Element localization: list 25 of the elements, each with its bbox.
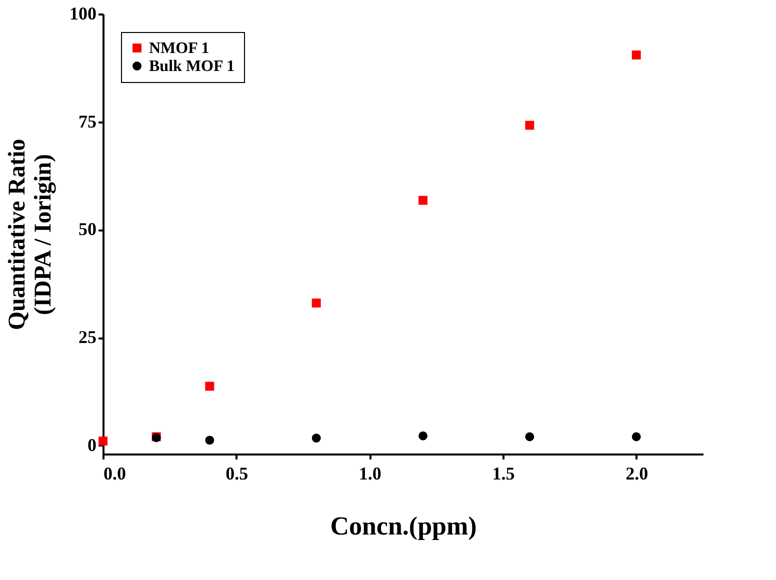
point	[632, 432, 641, 442]
point	[205, 436, 214, 445]
y-tick-label: 75	[78, 111, 96, 132]
point	[205, 382, 214, 391]
x-tick-label: 2.0	[626, 464, 648, 484]
y-tick-label: 100	[70, 4, 96, 24]
point	[525, 432, 534, 442]
point	[632, 50, 641, 60]
y-tick-label: 0	[88, 434, 96, 455]
legend-label: NMOF 1	[149, 40, 210, 57]
x-tick-label: 0.5	[226, 464, 248, 484]
x-tick-label: 1.5	[492, 464, 515, 484]
y-tick-label: 25	[78, 327, 96, 348]
x-axis-title: Concn.(ppm)	[330, 512, 477, 540]
point	[418, 431, 428, 440]
y-tick-label: 50	[78, 219, 96, 240]
point	[98, 436, 108, 446]
y-axis-title: Quantitative Ratio (IDPA / Iorigin)	[4, 138, 56, 330]
x-tick-label: 1.0	[358, 464, 382, 484]
point	[312, 298, 321, 308]
legend-label: Bulk MOF 1	[149, 58, 235, 75]
x-tick-label: 0.0	[104, 464, 126, 484]
point	[312, 434, 321, 442]
point	[418, 196, 428, 205]
point	[525, 120, 534, 130]
